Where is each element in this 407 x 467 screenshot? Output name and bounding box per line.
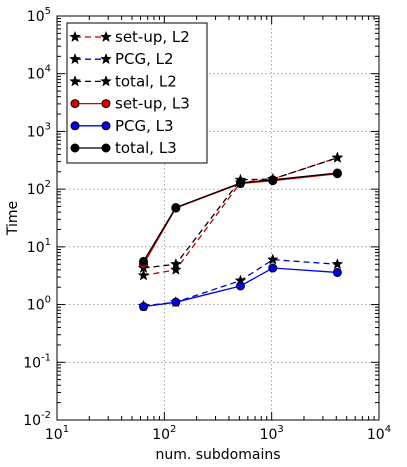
legend-marker [69, 75, 81, 87]
data-point [235, 281, 245, 291]
grid-layer [57, 16, 379, 420]
y-tick-label: 103 [27, 121, 51, 140]
series-line [143, 157, 338, 269]
legend-marker [69, 52, 81, 65]
y-tick-label: 10-1 [23, 352, 51, 371]
series-2 [137, 151, 344, 274]
y-tick-label: 102 [27, 179, 51, 198]
legend-marker [69, 30, 81, 43]
y-tick-label: 100 [27, 295, 51, 314]
legend-box [66, 22, 208, 164]
y-tick-label: 101 [27, 237, 51, 256]
data-point [235, 178, 245, 188]
legend-item: total, L3 [70, 139, 177, 157]
data-point [171, 203, 181, 213]
legend-label: set-up, L3 [115, 95, 190, 113]
data-point [332, 267, 342, 277]
data-point [268, 175, 278, 185]
data-point [137, 269, 150, 281]
x-tick-label: 104 [367, 424, 391, 443]
y-axis-label: Time [5, 201, 21, 236]
y-tick-label: 105 [27, 6, 51, 25]
legend-marker [101, 143, 111, 153]
series-layer [137, 151, 344, 312]
x-tick-label: 101 [45, 424, 69, 443]
legend-item: set-up, L3 [70, 95, 190, 113]
legend-marker [101, 99, 111, 109]
tick-layer: 101 102 103 104 10-2 10-1 100 101 102 103 104 105 [23, 6, 391, 443]
legend-marker [100, 52, 112, 65]
legend-marker [70, 143, 80, 153]
data-point [331, 258, 344, 270]
legend-label: PCG, L3 [115, 117, 174, 135]
series-0 [137, 151, 344, 281]
data-point [171, 297, 181, 307]
data-point [268, 263, 278, 273]
legend-marker [100, 75, 112, 87]
legend-item: PCG, L3 [70, 117, 174, 135]
legend-marker [70, 99, 80, 109]
data-point [169, 263, 182, 275]
plot-frame [56, 15, 380, 421]
legend-marker [100, 30, 112, 43]
data-point [332, 168, 342, 178]
legend-marker [101, 121, 111, 131]
data-point [139, 302, 149, 312]
legend-item: set-up, L2 [69, 28, 190, 46]
x-axis-label: num. subdomains [155, 447, 280, 463]
data-point [169, 258, 182, 270]
legend-label: total, L3 [115, 139, 177, 157]
legend-label: total, L2 [115, 72, 177, 90]
x-tick-label: 103 [260, 424, 284, 443]
series-4 [139, 263, 342, 312]
y-tick-label: 104 [27, 64, 51, 83]
y-tick-label: 10-2 [23, 410, 51, 429]
legend-item: total, L2 [69, 72, 177, 90]
legend-label: set-up, L2 [115, 28, 190, 46]
legend-label: PCG, L2 [115, 50, 174, 68]
legend: set-up, L2 PCG, L2 total, L2 set-up, L3 PCG,… [66, 22, 208, 164]
x-tick-label: 102 [152, 424, 176, 443]
legend-marker [70, 121, 80, 131]
legend-item: PCG, L2 [69, 50, 174, 68]
data-point [266, 253, 279, 265]
series-5 [139, 168, 342, 266]
data-point [139, 256, 149, 266]
data-point [331, 151, 344, 163]
